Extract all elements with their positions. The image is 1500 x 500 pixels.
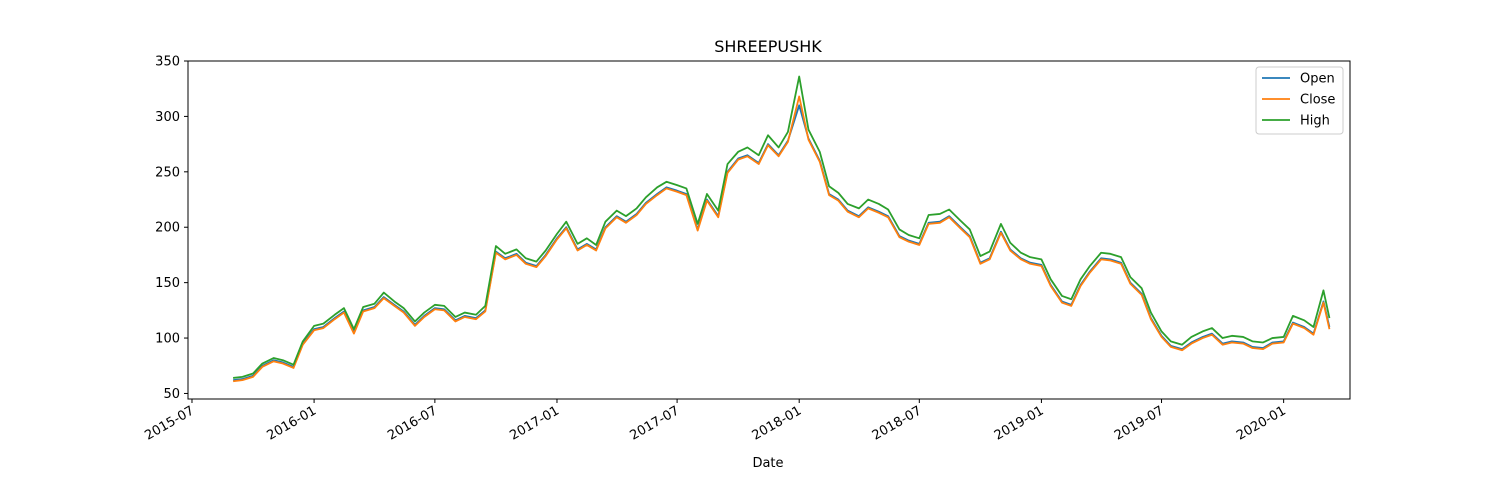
legend-label-close: Close (1300, 93, 1335, 108)
y-tick-label: 150 (155, 276, 180, 291)
plot-area (233, 75, 1331, 383)
y-tick-label: 350 (155, 55, 180, 70)
legend-label-high: High (1300, 114, 1330, 129)
legend-label-open: Open (1300, 72, 1335, 87)
legend-box (1255, 66, 1344, 135)
legend: Open Close High (1255, 66, 1344, 135)
y-axis: 50 100 150 200 250 300 350 (155, 55, 188, 402)
y-tick-label: 300 (155, 110, 180, 125)
y-tick-label: 50 (163, 387, 180, 402)
x-axis-label: Date (752, 456, 783, 471)
chart-title: SHREEPUSHK (714, 37, 822, 56)
series-line-high (233, 75, 1331, 379)
y-tick-label: 100 (155, 332, 180, 347)
y-tick-label: 200 (155, 221, 180, 236)
y-tick-label: 250 (155, 165, 180, 180)
axes-frame (187, 60, 1351, 400)
series-line-close (233, 95, 1331, 383)
